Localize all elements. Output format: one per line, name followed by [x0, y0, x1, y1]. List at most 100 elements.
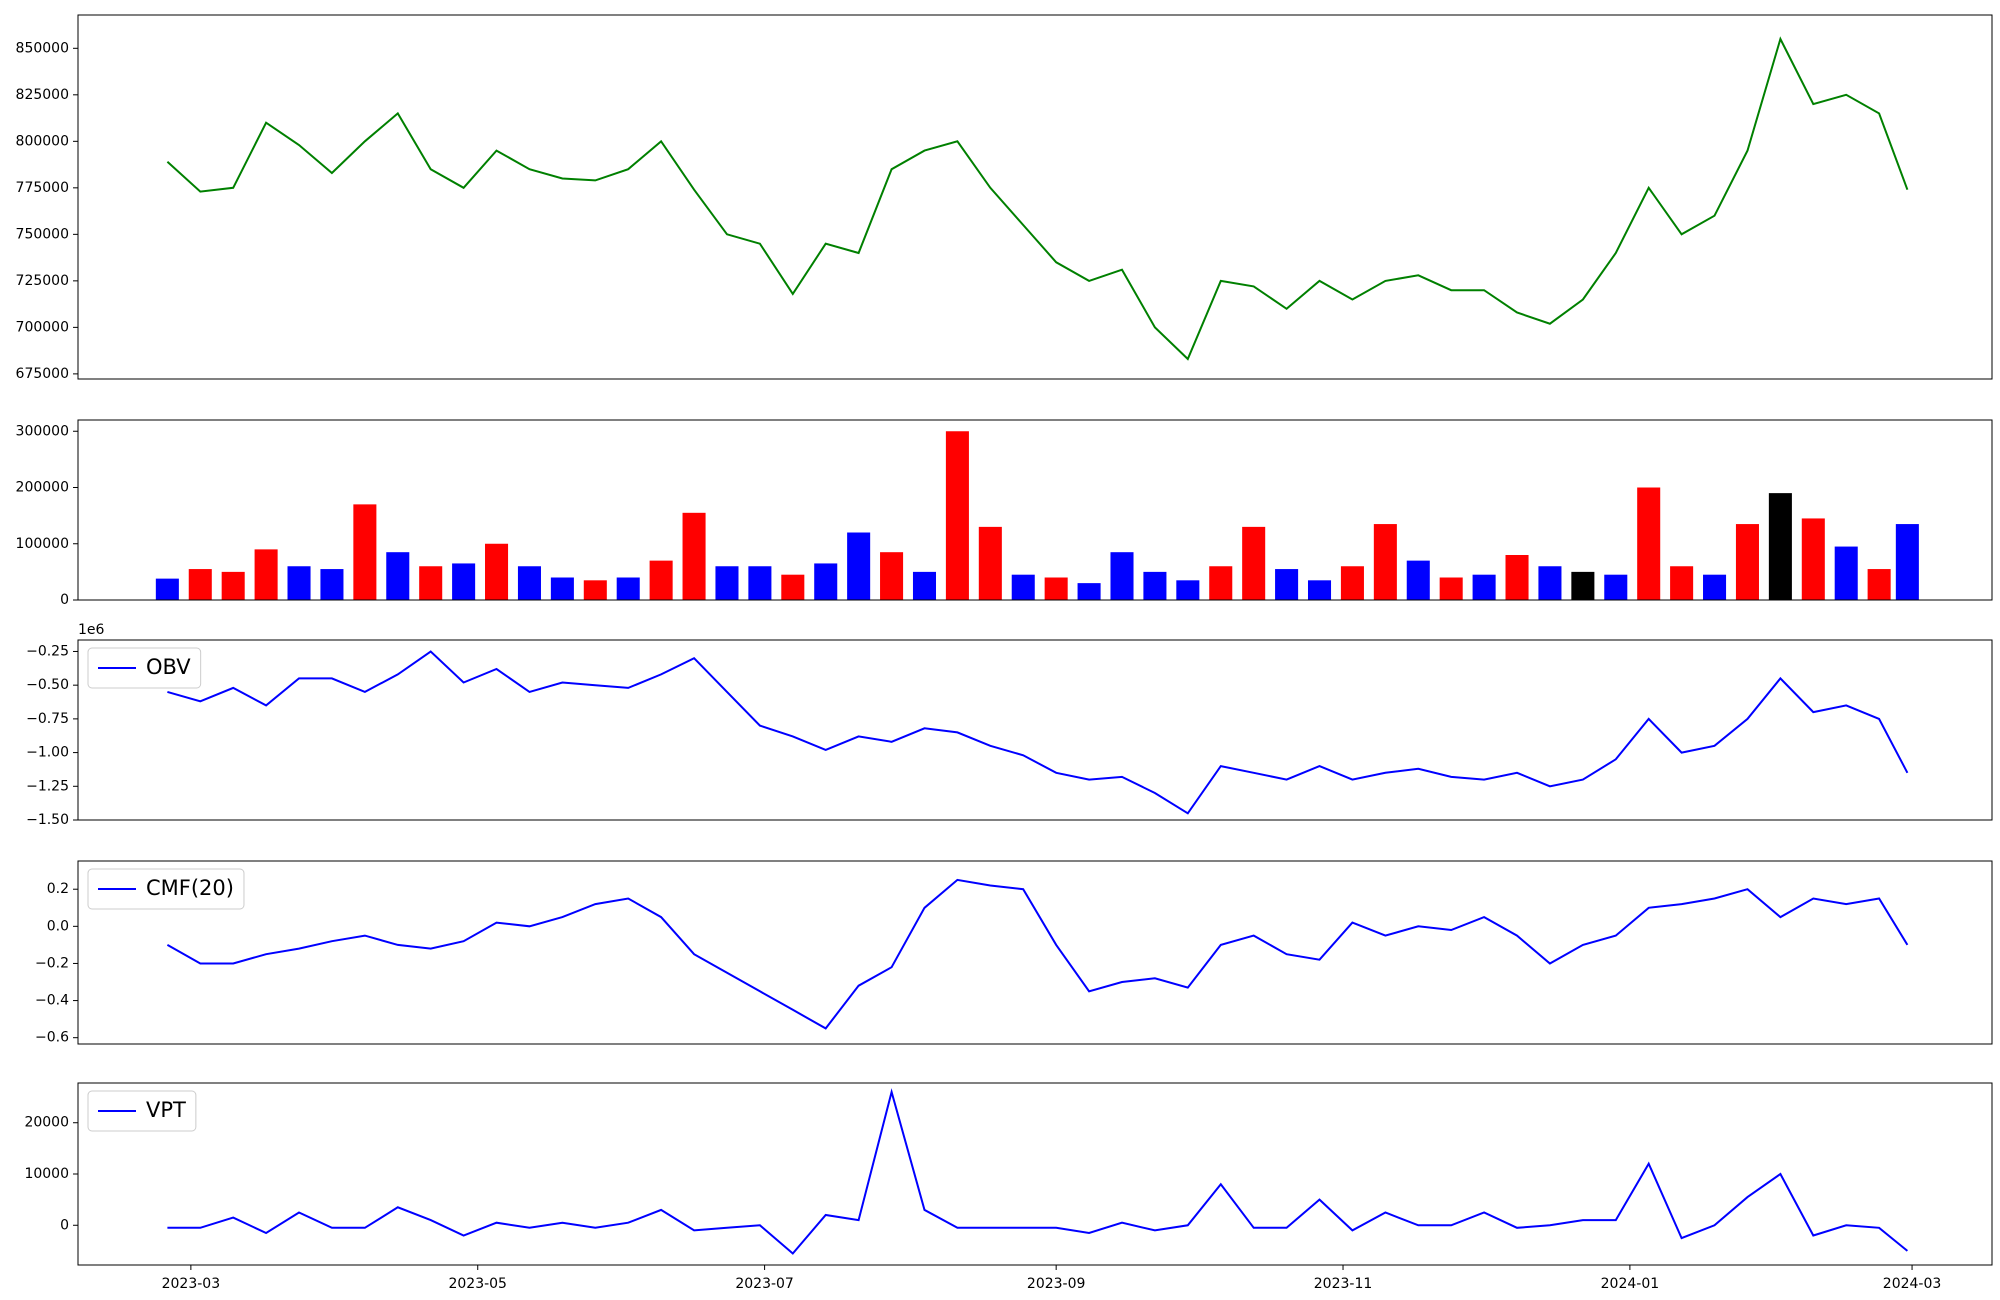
- x-tick-label: 2024-01: [1601, 1276, 1660, 1292]
- bar: [221, 571, 245, 600]
- y-tick-label: 825000: [16, 87, 69, 103]
- bar: [1604, 574, 1628, 600]
- bar: [912, 571, 937, 600]
- panel-frame: [77, 639, 1993, 821]
- bar: [353, 504, 377, 600]
- y-tick-label: −0.75: [26, 711, 69, 727]
- y-tick-label: 0.2: [47, 881, 69, 897]
- offset-text: 1e6: [78, 622, 105, 638]
- bar: [386, 552, 410, 600]
- bar: [1340, 566, 1364, 600]
- bar: [748, 566, 772, 600]
- y-tick-label: 725000: [16, 273, 69, 289]
- bar: [781, 574, 805, 600]
- legend: VPT: [87, 1090, 197, 1132]
- bar: [1110, 552, 1134, 600]
- bar: [155, 578, 179, 600]
- bar: [814, 563, 838, 600]
- bar: [1472, 574, 1496, 600]
- y-tick-label: 10000: [24, 1166, 69, 1182]
- bar: [1439, 577, 1463, 600]
- legend: OBV: [87, 647, 202, 689]
- bar: [847, 532, 871, 600]
- y-tick-label: −0.6: [35, 1030, 69, 1046]
- y-tick-label: 0: [60, 1217, 69, 1233]
- legend-label: OBV: [146, 655, 191, 679]
- legend-box: [87, 647, 202, 689]
- bar: [1242, 526, 1266, 600]
- bar: [419, 566, 443, 600]
- bar: [715, 566, 739, 600]
- x-tick-label: 2023-05: [448, 1276, 507, 1292]
- y-tick-label: −0.50: [26, 677, 69, 693]
- bar: [1538, 566, 1562, 600]
- x-tick-label: 2023-07: [735, 1276, 794, 1292]
- plot-area: [166, 878, 1909, 1030]
- bar: [1505, 555, 1529, 600]
- bar: [1768, 493, 1792, 600]
- bar: [1670, 566, 1694, 600]
- y-tick-label: 0.0: [47, 918, 69, 934]
- bar: [682, 512, 706, 600]
- bar: [1735, 524, 1759, 600]
- legend-box: [87, 868, 245, 910]
- y-tick-label: −0.25: [26, 643, 69, 659]
- bar: [1801, 518, 1825, 600]
- panel-frame: [77, 419, 1993, 601]
- bar: [1209, 566, 1233, 600]
- y-tick-label: 800000: [16, 133, 69, 149]
- bar: [945, 431, 969, 600]
- y-tick-label: 850000: [16, 40, 69, 56]
- bar: [517, 566, 541, 600]
- y-tick-label: −1.25: [26, 778, 69, 794]
- bar: [254, 549, 278, 600]
- x-tick-label: 2023-11: [1314, 1276, 1373, 1292]
- plot-area: [167, 1088, 1909, 1255]
- y-tick-label: −0.2: [35, 955, 69, 971]
- legend-label: VPT: [146, 1098, 186, 1122]
- y-tick-label: 20000: [24, 1115, 69, 1131]
- bar: [1637, 487, 1661, 600]
- legend-box: [87, 1090, 197, 1132]
- y-tick-label: 750000: [16, 226, 69, 242]
- x-tick-label: 2023-09: [1027, 1276, 1086, 1292]
- bar: [1571, 571, 1595, 600]
- panel-frame: [77, 1082, 1993, 1266]
- y-tick-label: −1.00: [26, 745, 69, 761]
- line: [166, 878, 1909, 1030]
- bar: [1077, 583, 1101, 600]
- line: [167, 650, 1909, 815]
- y-tick-label: 200000: [16, 480, 69, 496]
- legend: CMF(20): [87, 868, 245, 910]
- plot-area: [166, 36, 1909, 361]
- bar: [287, 566, 311, 600]
- y-tick-label: 0: [60, 592, 69, 608]
- plot-area: [167, 650, 1909, 815]
- bar: [1011, 574, 1035, 600]
- bar: [1373, 524, 1397, 600]
- bar: [550, 577, 574, 600]
- bar: [1176, 580, 1200, 600]
- bar: [485, 543, 509, 600]
- bar: [452, 563, 476, 600]
- panel-frame: [77, 860, 1993, 1045]
- panel-frame: [77, 14, 1993, 380]
- y-tick-label: 100000: [16, 536, 69, 552]
- bar: [616, 577, 640, 600]
- bar: [1703, 574, 1727, 600]
- y-tick-label: 700000: [16, 319, 69, 335]
- y-tick-label: 775000: [16, 180, 69, 196]
- line: [166, 36, 1909, 361]
- bar: [1044, 577, 1068, 600]
- bar: [320, 569, 344, 600]
- legend-label: CMF(20): [146, 876, 234, 900]
- x-tick-label: 2023-03: [162, 1276, 221, 1292]
- bar: [649, 560, 673, 600]
- bar: [583, 580, 607, 600]
- bar: [1867, 569, 1891, 600]
- bar: [1895, 524, 1919, 600]
- x-tick-label: 2024-03: [1883, 1276, 1942, 1292]
- y-tick-label: −1.50: [26, 812, 69, 828]
- bar: [978, 526, 1002, 600]
